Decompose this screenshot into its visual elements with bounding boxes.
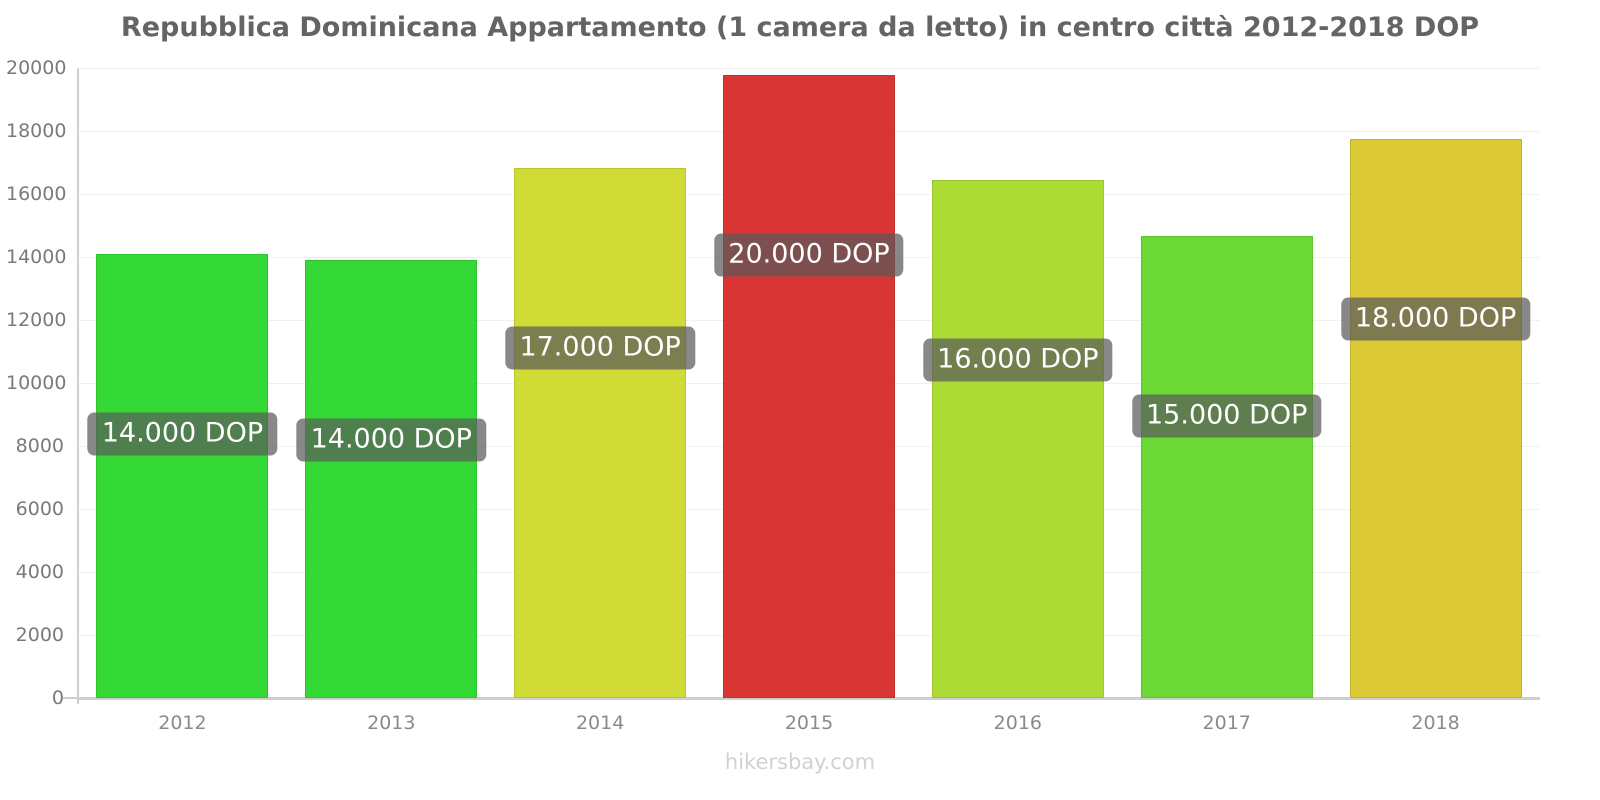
x-tick-label-2016: 2016: [993, 712, 1043, 734]
footer-credit: hikersbay.com: [724, 750, 876, 774]
x-tick-label-2018: 2018: [1411, 712, 1460, 734]
gridline-20000: [78, 68, 1540, 69]
y-tick-label: 0: [51, 687, 64, 709]
y-tick-label: 10000: [6, 372, 67, 394]
y-tick-label: 6000: [15, 498, 64, 520]
x-tick-label-2013: 2013: [367, 712, 416, 734]
y-tick-label: 12000: [6, 309, 67, 331]
y-tick-label: 14000: [6, 246, 67, 268]
y-tick-label: 18000: [6, 120, 67, 142]
bar-2017[interactable]: [1140, 236, 1313, 698]
y-tick-label: 2000: [15, 624, 64, 646]
plot-area: [78, 68, 1540, 700]
bar-2018[interactable]: [1349, 138, 1522, 698]
chart-title: Repubblica Dominicana Appartamento (1 ca…: [120, 12, 1480, 43]
x-tick-label-2017: 2017: [1202, 712, 1251, 734]
bar-2015[interactable]: [723, 74, 895, 698]
y-tick-label: 20000: [6, 57, 67, 79]
x-tick-label-2012: 2012: [158, 712, 207, 734]
gridline-0: [78, 698, 1540, 700]
y-axis-line: [77, 68, 79, 704]
x-tick-label-2015: 2015: [784, 712, 834, 734]
x-tick-label-2014: 2014: [575, 712, 625, 734]
y-tick-label: 16000: [6, 183, 67, 205]
bar-2016[interactable]: [931, 180, 1104, 698]
y-tick-label: 4000: [15, 561, 64, 583]
y-tick-label: 8000: [15, 435, 64, 457]
bar-2014[interactable]: [514, 167, 687, 698]
bar-2013[interactable]: [305, 260, 478, 698]
bar-2012[interactable]: [96, 254, 269, 698]
